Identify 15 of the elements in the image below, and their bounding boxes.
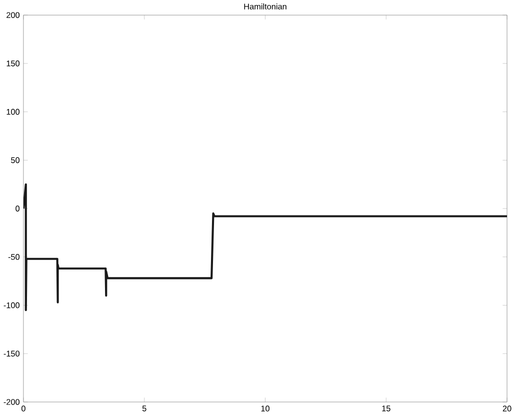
y-tick-label: 0: [16, 206, 20, 212]
y-tick-label: 200: [6, 12, 20, 18]
y-tick-label: 150: [6, 60, 20, 66]
x-tick-label: 0: [21, 406, 26, 412]
y-tick-label: -50: [8, 254, 20, 260]
x-tick-label: 10: [261, 406, 270, 412]
y-tick-label: -150: [4, 350, 20, 357]
y-tick-label: 50: [11, 157, 20, 164]
chart-title: Hamiltonian: [244, 3, 286, 10]
x-tick-label: 5: [142, 406, 146, 412]
y-tick-label: -100: [4, 302, 20, 308]
y-tick-label: 100: [6, 109, 20, 115]
x-tick-label: 20: [502, 406, 512, 412]
y-tick-label: -200: [4, 399, 20, 405]
x-tick-label: 15: [382, 406, 390, 412]
